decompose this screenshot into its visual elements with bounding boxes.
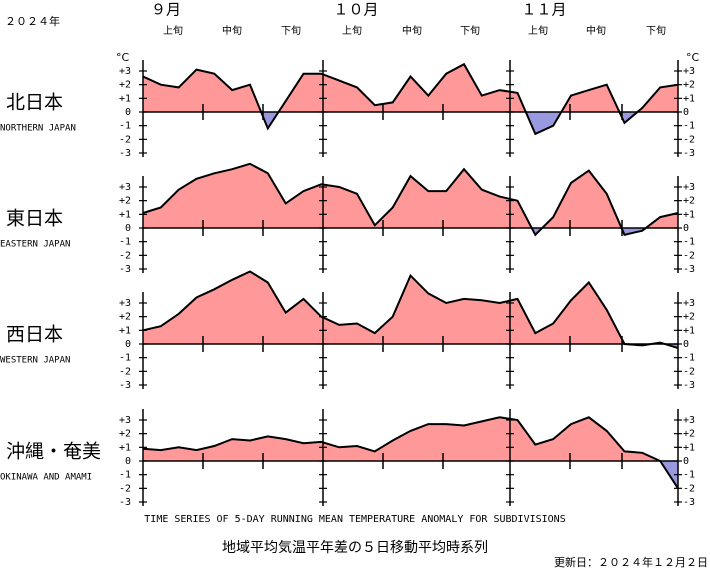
y-tick-label: +1 <box>119 442 131 453</box>
y-tick-label: +1 <box>683 442 695 453</box>
y-tick-label: -1 <box>119 237 131 248</box>
footer-ja: 地域平均気温平年差の５日移動平均時系列 <box>222 540 488 556</box>
y-tick-label: -1 <box>119 121 131 132</box>
y-tick-label: -3 <box>683 148 695 159</box>
unit-label: °C <box>116 51 130 64</box>
panel-subtitle: OKINAWA AND AMAMI <box>0 473 92 483</box>
y-tick-label: +1 <box>683 209 695 220</box>
y-tick-label: +3 <box>119 298 131 309</box>
y-tick-label: -1 <box>683 237 695 248</box>
y-tick-label: +1 <box>119 325 131 336</box>
positive-area <box>143 163 678 228</box>
y-tick-label: +3 <box>683 66 695 77</box>
y-tick-label: +3 <box>683 182 695 193</box>
unit-label: °C <box>686 51 700 64</box>
positive-area <box>143 271 678 344</box>
year-label: ２０２４年 <box>5 14 60 28</box>
y-tick-label: 0 <box>683 223 689 234</box>
panel-title: 沖縄・奄美 <box>6 441 101 463</box>
y-tick-label: 0 <box>683 339 689 350</box>
y-tick-label: 0 <box>683 107 689 118</box>
y-tick-label: -3 <box>119 264 131 275</box>
y-tick-label: -1 <box>683 353 695 364</box>
y-tick-label: -2 <box>119 134 131 145</box>
y-tick-label: -2 <box>119 483 131 494</box>
positive-area <box>143 64 678 112</box>
panel-subtitle: EASTERN JAPAN <box>0 240 70 250</box>
y-tick-label: +2 <box>119 429 131 440</box>
period-label: 下旬 <box>646 24 666 37</box>
negative-area <box>143 112 678 134</box>
y-tick-label: +2 <box>119 80 131 91</box>
y-tick-label: +1 <box>683 93 695 104</box>
period-label: 下旬 <box>281 24 301 37</box>
y-tick-label: +3 <box>119 182 131 193</box>
y-tick-label: +2 <box>119 196 131 207</box>
y-tick-label: +1 <box>119 209 131 220</box>
y-tick-label: +2 <box>683 196 695 207</box>
positive-area <box>143 417 678 461</box>
y-tick-label: -2 <box>683 134 695 145</box>
y-tick-label: -2 <box>119 250 131 261</box>
panel-subtitle: WESTERN JAPAN <box>0 356 70 366</box>
panel-title: 東日本 <box>6 208 63 230</box>
panel-title: 北日本 <box>6 92 63 114</box>
y-tick-label: +1 <box>119 93 131 104</box>
y-tick-label: 0 <box>125 223 131 234</box>
footer-en: TIME SERIES OF 5-DAY RUNNING MEAN TEMPER… <box>144 514 565 525</box>
y-tick-label: +3 <box>119 66 131 77</box>
y-tick-label: -3 <box>119 148 131 159</box>
y-tick-label: +2 <box>683 80 695 91</box>
y-tick-label: +2 <box>683 429 695 440</box>
y-tick-label: +2 <box>119 312 131 323</box>
period-label: 上旬 <box>163 24 183 37</box>
y-tick-label: +1 <box>683 325 695 336</box>
y-tick-label: -1 <box>683 121 695 132</box>
month-label: １０月 <box>333 1 378 19</box>
anomaly-line <box>142 62 679 136</box>
updated-label: 更新日：２０２４年１２月２日 <box>554 555 708 569</box>
period-label: 中旬 <box>402 24 422 37</box>
y-tick-label: 0 <box>125 107 131 118</box>
period-label: 中旬 <box>586 24 606 37</box>
y-tick-label: -1 <box>119 470 131 481</box>
y-tick-label: -2 <box>683 366 695 377</box>
y-tick-label: +3 <box>683 415 695 426</box>
anomaly-line <box>142 162 679 237</box>
anomaly-line <box>142 416 679 489</box>
y-tick-label: -1 <box>683 470 695 481</box>
y-tick-label: +3 <box>119 415 131 426</box>
y-tick-label: -2 <box>683 250 695 261</box>
y-tick-label: -3 <box>683 497 695 508</box>
period-label: 中旬 <box>222 24 242 37</box>
y-tick-label: -3 <box>683 380 695 391</box>
month-label: ９月 <box>151 1 181 19</box>
y-tick-label: 0 <box>683 456 689 467</box>
month-label: １１月 <box>521 1 566 19</box>
period-label: 上旬 <box>342 24 362 37</box>
y-tick-label: -2 <box>119 366 131 377</box>
period-label: 上旬 <box>528 24 548 37</box>
anomaly-line <box>142 270 679 350</box>
y-tick-label: -1 <box>119 353 131 364</box>
panel-title: 西日本 <box>6 324 63 346</box>
period-label: 下旬 <box>460 24 480 37</box>
y-tick-label: -3 <box>119 380 131 391</box>
y-tick-label: 0 <box>125 339 131 350</box>
y-tick-label: +2 <box>683 312 695 323</box>
y-tick-label: 0 <box>125 456 131 467</box>
y-tick-label: -3 <box>683 264 695 275</box>
panel-subtitle: NORTHERN JAPAN <box>0 124 76 134</box>
y-tick-label: +3 <box>683 298 695 309</box>
y-tick-label: -3 <box>119 497 131 508</box>
y-tick-label: -2 <box>683 483 695 494</box>
